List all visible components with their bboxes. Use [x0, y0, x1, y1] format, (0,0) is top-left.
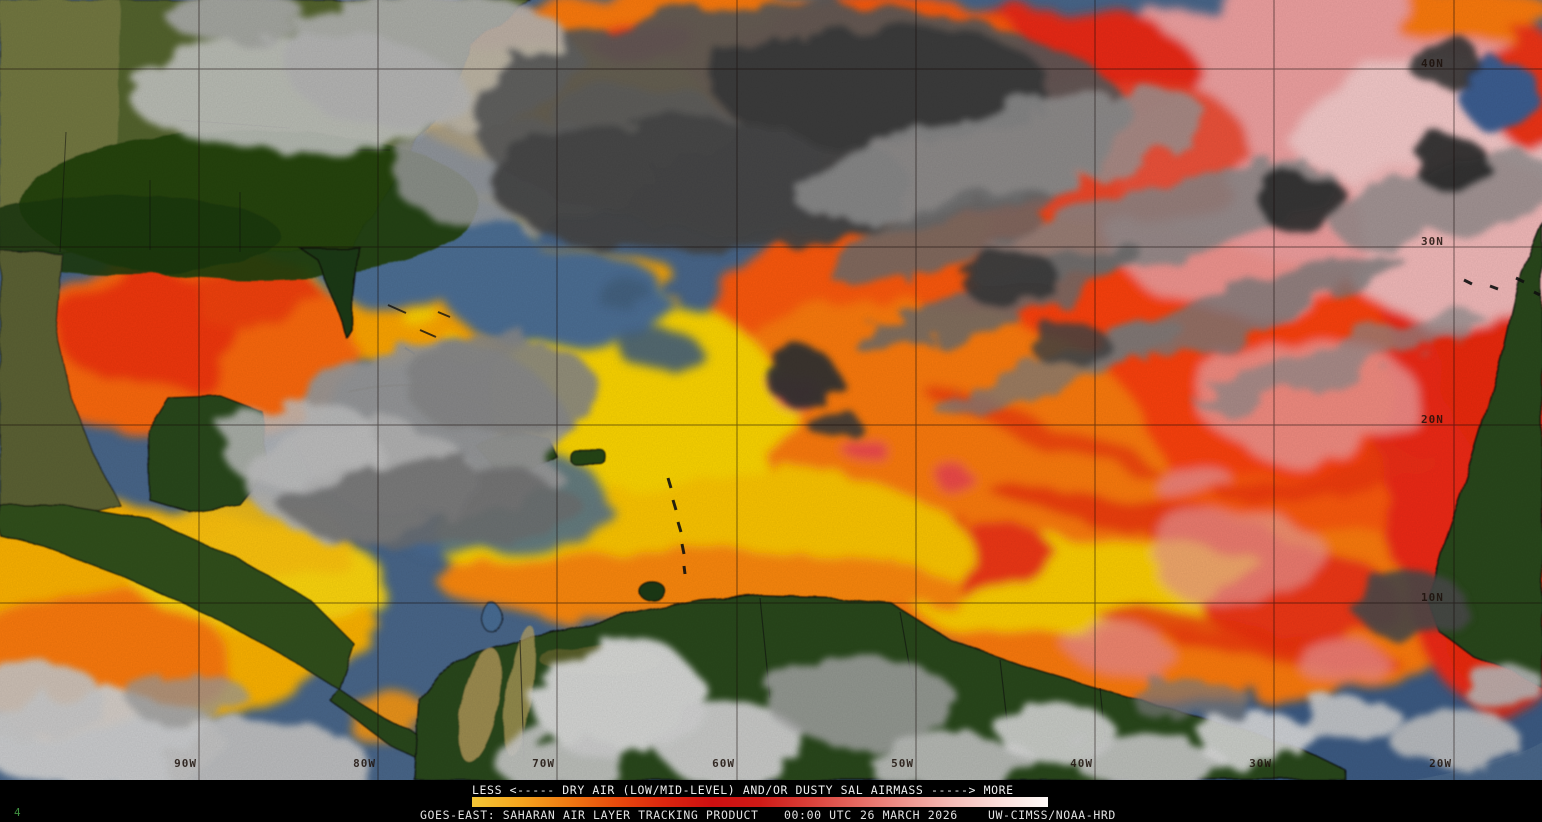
noise-texture: [0, 0, 1542, 780]
satellite-imagery: [0, 0, 1542, 780]
graticule: [0, 0, 1542, 780]
sal-colorbar: [472, 797, 1048, 807]
product-date: 26 MARCH 2026: [860, 808, 958, 822]
lon-label-70w: 70W: [532, 757, 555, 770]
product-credit: UW-CIMSS/NOAA-HRD: [988, 808, 1116, 822]
legend-bar: LESS <----- DRY AIR (LOW/MID-LEVEL) AND/…: [0, 780, 1542, 822]
lat-label-40n: 40N: [1421, 57, 1444, 70]
lon-label-60w: 60W: [712, 757, 735, 770]
satellite-map: 40N 30N 20N 10N 90W 80W 70W 60W 50W 40W …: [0, 0, 1542, 780]
product-time: 00:00 UTC: [784, 808, 852, 822]
lat-label-30n: 30N: [1421, 235, 1444, 248]
lat-label-20n: 20N: [1421, 413, 1444, 426]
lon-label-30w: 30W: [1249, 757, 1272, 770]
lon-label-90w: 90W: [174, 757, 197, 770]
lon-label-40w: 40W: [1070, 757, 1093, 770]
lon-label-80w: 80W: [353, 757, 376, 770]
corner-mark: 4: [14, 806, 21, 819]
product-title: GOES-EAST: SAHARAN AIR LAYER TRACKING PR…: [420, 808, 759, 822]
lat-label-10n: 10N: [1421, 591, 1444, 604]
lon-label-50w: 50W: [891, 757, 914, 770]
lon-label-20w: 20W: [1429, 757, 1452, 770]
sal-scale-caption: LESS <----- DRY AIR (LOW/MID-LEVEL) AND/…: [472, 783, 1014, 797]
